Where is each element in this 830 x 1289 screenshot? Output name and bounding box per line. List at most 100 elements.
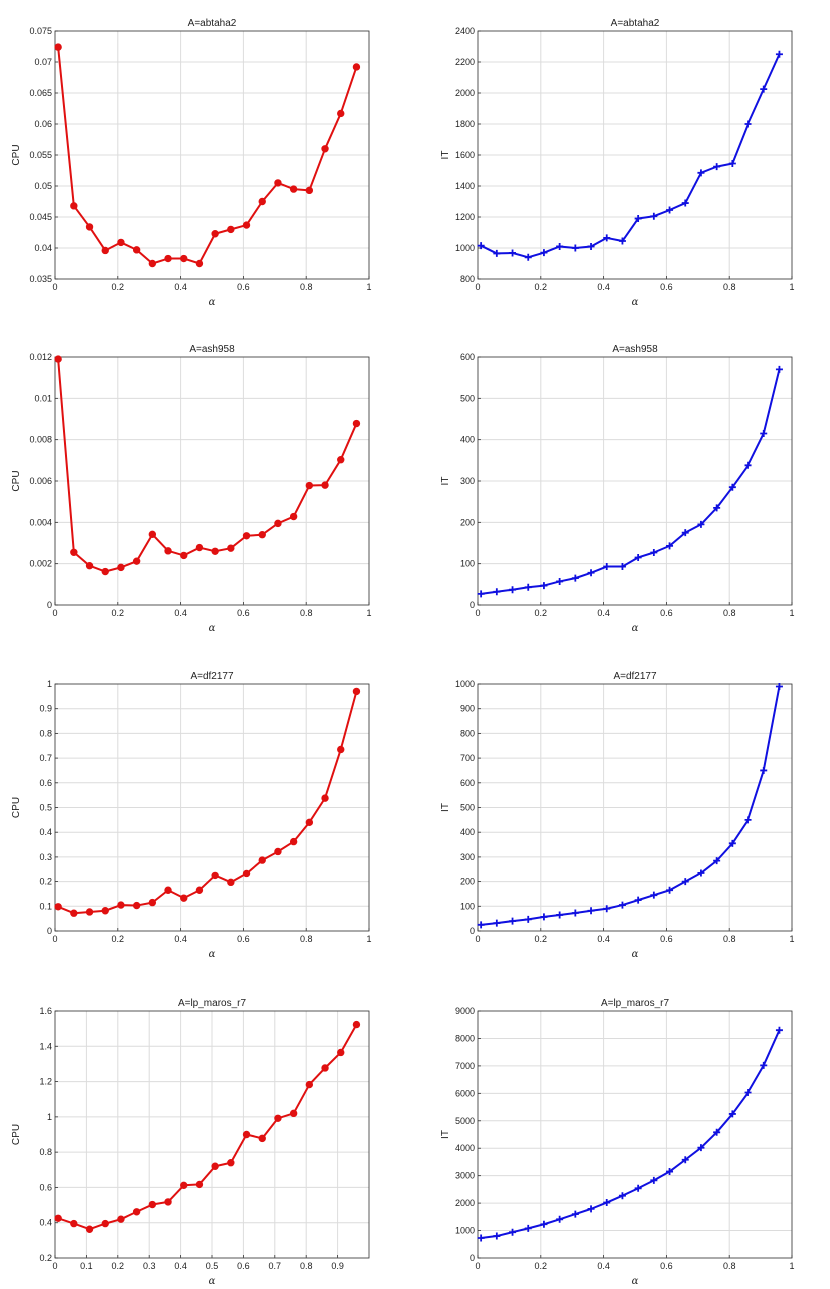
y-tick-label: 200 (460, 877, 475, 887)
data-point (477, 1234, 485, 1242)
data-point (164, 254, 172, 263)
y-tick-label: 800 (460, 274, 475, 284)
x-axis-label: α (209, 949, 216, 960)
data-point (242, 869, 251, 878)
data-point (728, 483, 736, 491)
data-point (242, 532, 251, 540)
x-tick-label: 0.7 (269, 1261, 282, 1271)
data-point (681, 529, 689, 537)
y-tick-label: 0.002 (29, 559, 52, 569)
x-tick-label: 0.1 (80, 1261, 93, 1271)
data-point (571, 244, 579, 252)
y-axis-label: CPU (11, 144, 22, 165)
data-point (289, 837, 298, 846)
data-point (242, 1130, 251, 1139)
data-point (101, 907, 109, 915)
x-tick-label: 1 (366, 608, 371, 618)
x-tick-label: 0.8 (723, 608, 736, 618)
y-tick-label: 800 (460, 728, 475, 738)
x-tick-label: 0.6 (660, 608, 673, 618)
data-point (775, 365, 783, 373)
x-tick-label: 0.6 (237, 608, 250, 618)
y-tick-label: 0.045 (29, 212, 52, 222)
y-tick-label: 1400 (455, 181, 475, 191)
data-point (775, 1026, 783, 1034)
y-tick-label: 0.012 (29, 352, 52, 362)
y-axis-label: IT (440, 803, 451, 812)
y-tick-label: 1200 (455, 212, 475, 222)
x-tick-label: 0 (475, 608, 480, 618)
data-point (164, 547, 172, 555)
y-tick-label: 700 (460, 753, 475, 763)
data-point (618, 237, 626, 245)
x-axis-label: α (632, 1276, 639, 1287)
data-point (775, 682, 783, 690)
y-tick-label: 5000 (455, 1116, 475, 1126)
y-axis-label: IT (440, 151, 451, 160)
y-tick-label: 0 (47, 926, 52, 936)
x-tick-label: 0.8 (300, 282, 313, 292)
y-tick-label: 0.6 (39, 778, 52, 788)
data-point (305, 481, 314, 490)
x-tick-label: 1 (789, 934, 794, 944)
y-tick-label: 100 (460, 901, 475, 911)
data-point (697, 1144, 705, 1152)
data-point (289, 1109, 298, 1118)
y-tick-label: 0.2 (39, 877, 52, 887)
x-tick-label: 1 (366, 282, 371, 292)
y-tick-label: 8000 (455, 1033, 475, 1043)
data-point (85, 1225, 94, 1233)
chart-title: A=df2177 (190, 671, 234, 682)
y-axis-label: CPU (11, 470, 22, 491)
x-axis-label: α (632, 297, 639, 308)
y-tick-label: 0.06 (34, 119, 52, 129)
data-point (305, 818, 314, 827)
data-point (321, 145, 329, 153)
x-axis-label: α (632, 623, 639, 634)
data-point (195, 886, 204, 894)
chart-title: A=abtaha2 (188, 18, 237, 29)
data-point (477, 590, 485, 598)
y-tick-label: 9000 (455, 1006, 475, 1016)
x-tick-label: 0.8 (300, 1261, 313, 1271)
data-point (524, 915, 532, 923)
data-point (180, 254, 188, 263)
data-point (227, 225, 235, 234)
data-point (744, 816, 752, 824)
x-tick-label: 0.6 (660, 282, 673, 292)
chart-title: A=lp_maros_r7 (601, 998, 670, 1009)
y-tick-label: 2000 (455, 1198, 475, 1208)
data-point (509, 917, 517, 925)
x-tick-label: 0.6 (660, 1261, 673, 1271)
data-point (321, 481, 329, 489)
x-tick-label: 0 (52, 282, 57, 292)
data-point (650, 891, 658, 899)
y-tick-label: 500 (460, 393, 475, 403)
data-point (227, 544, 235, 552)
x-tick-label: 0.6 (660, 934, 673, 944)
data-point (54, 355, 62, 363)
data-point (524, 1224, 532, 1232)
data-point (540, 249, 548, 257)
data-point (697, 169, 705, 177)
data-point (744, 461, 752, 469)
data-point (666, 206, 674, 214)
data-point (618, 1192, 626, 1200)
data-point (85, 223, 94, 231)
y-tick-label: 1 (47, 679, 52, 689)
y-tick-label: 100 (460, 559, 475, 569)
x-tick-label: 0.2 (535, 934, 548, 944)
data-point (132, 1208, 141, 1216)
data-point (274, 847, 282, 856)
data-point (666, 886, 674, 894)
data-point (289, 185, 298, 193)
y-tick-label: 0.004 (29, 517, 52, 527)
y-tick-label: 900 (460, 704, 475, 714)
data-point (697, 869, 705, 877)
x-tick-label: 0.6 (237, 1261, 250, 1271)
data-point (274, 179, 282, 187)
data-point (227, 878, 235, 887)
data-point (760, 1061, 768, 1069)
data-point (70, 202, 78, 210)
